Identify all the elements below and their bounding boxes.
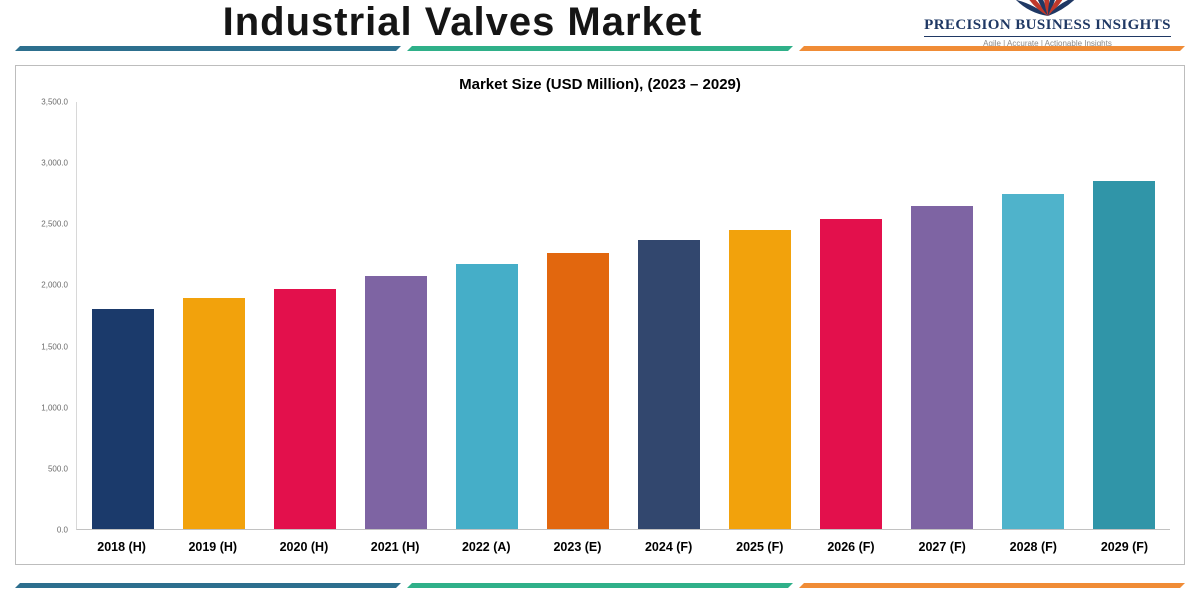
page-title-wrap: Industrial Valves Market — [15, 0, 910, 44]
chart-container: Market Size (USD Million), (2023 – 2029)… — [15, 65, 1185, 565]
bar-column — [441, 102, 532, 529]
y-tick-label: 2,000.0 — [41, 280, 68, 290]
y-tick-label: 2,500.0 — [41, 219, 68, 229]
page-header: Industrial Valves Market PRECISION BUSIN… — [0, 0, 1200, 48]
y-axis: 3,500.0 3,000.0 2,500.0 2,000.0 1,500.0 1,000… — [30, 98, 76, 535]
bar-column — [532, 102, 623, 529]
bar-2029 (F) — [1093, 181, 1156, 529]
bar-column — [988, 102, 1079, 529]
y-tick-label: 1,500.0 — [41, 342, 68, 352]
bar-column — [715, 102, 806, 529]
x-axis-label: 2019 (H) — [188, 540, 238, 554]
bar-2018 (H) — [91, 309, 154, 529]
bar-column — [168, 102, 259, 529]
x-axis-labels: 2018 (H) 2019 (H) 2020 (H) 2021 (H) 2022 (A)… — [76, 530, 1170, 554]
bar-2028 (F) — [1002, 193, 1065, 529]
y-tick-label: 500.0 — [47, 464, 68, 474]
bar-column — [77, 102, 168, 529]
chart-title: Market Size (USD Million), (2023 – 2029) — [459, 76, 741, 93]
bar-2020 (H) — [273, 288, 336, 529]
divider-segment — [799, 46, 1185, 51]
bar-column — [623, 102, 714, 529]
bar-2019 (H) — [182, 298, 245, 529]
y-tick-label: 0.0 — [56, 525, 68, 535]
page-title: Industrial Valves Market — [222, 0, 703, 44]
bar-column — [897, 102, 988, 529]
divider-segment — [407, 46, 793, 51]
bar-2022 (A) — [455, 264, 518, 529]
plot-area — [76, 102, 1170, 530]
bar-2021 (H) — [364, 276, 427, 529]
x-axis-label: 2022 (A) — [461, 540, 511, 554]
plot-row: 3,500.0 3,000.0 2,500.0 2,000.0 1,500.0 1,000… — [30, 98, 1170, 535]
bar-2027 (F) — [911, 205, 974, 529]
bar-2023 (E) — [546, 253, 609, 529]
x-axis-label: 2028 (F) — [1009, 540, 1057, 554]
brand-block: PRECISION BUSINESS INSIGHTS Agile | Accu… — [910, 0, 1185, 48]
y-tick-label: 3,500.0 — [41, 97, 68, 107]
x-axis-label: 2020 (H) — [279, 540, 329, 554]
divider-segment — [799, 583, 1185, 588]
top-divider — [0, 46, 1200, 51]
brand-tagline: Agile | Accurate | Actionable Insights — [983, 39, 1112, 48]
bar-2024 (F) — [638, 239, 700, 529]
y-tick-label: 3,000.0 — [41, 158, 68, 168]
y-tick-label: 1,000.0 — [41, 403, 68, 413]
x-axis-label: 2027 (F) — [918, 540, 966, 554]
bar-2026 (F) — [820, 219, 883, 529]
x-axis-label: 2018 (H) — [97, 540, 146, 554]
divider-segment — [407, 583, 793, 588]
x-axis-label: 2021 (H) — [370, 540, 420, 554]
divider-segment — [15, 583, 401, 588]
bar-2025 (F) — [729, 230, 792, 529]
x-axis-label: 2029 (F) — [1100, 540, 1149, 554]
divider-segment — [15, 46, 401, 51]
brand-name: PRECISION BUSINESS INSIGHTS — [924, 17, 1171, 37]
x-axis-label: 2024 (F) — [644, 540, 693, 554]
x-axis-label: 2023 (E) — [553, 540, 602, 554]
bottom-divider — [0, 583, 1200, 588]
pbi-logo-icon — [993, 0, 1103, 16]
bar-column — [350, 102, 441, 529]
x-axis-label: 2025 (F) — [736, 540, 784, 554]
bar-column — [259, 102, 350, 529]
bar-column — [806, 102, 897, 529]
bar-column — [1079, 102, 1170, 529]
x-axis-label: 2026 (F) — [827, 540, 875, 554]
